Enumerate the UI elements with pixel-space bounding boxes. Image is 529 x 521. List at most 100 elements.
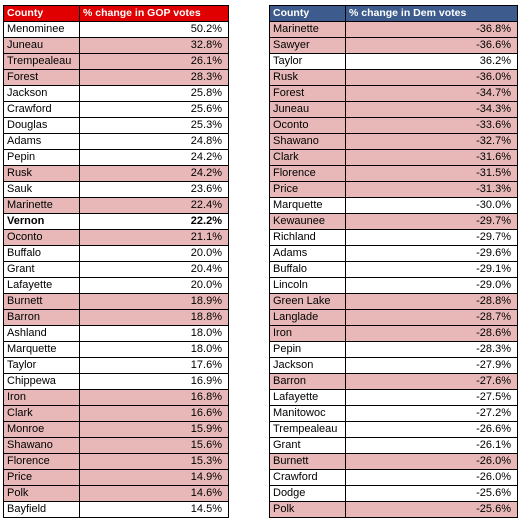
change-cell: -28.8%: [345, 293, 518, 310]
change-cell: -30.0%: [345, 197, 518, 214]
change-cell: 25.6%: [79, 101, 229, 118]
table-row: Manitowoc -27.2%: [269, 405, 518, 422]
county-cell: Clark: [3, 405, 80, 422]
county-cell: Shawano: [269, 133, 346, 150]
table-row: Clark -31.6%: [269, 149, 518, 166]
county-cell: Polk: [269, 501, 346, 518]
table-row: Burnett 18.9%: [3, 293, 229, 310]
change-cell: -26.1%: [345, 437, 518, 454]
table-row: Forest -34.7%: [269, 85, 518, 102]
county-cell: Sauk: [3, 181, 80, 198]
table-row: Lincoln -29.0%: [269, 277, 518, 294]
dem-table-body: Marinette -36.8% Sawyer -36.6% Taylor 36.2% Ru…: [269, 21, 518, 518]
county-cell: Douglas: [3, 117, 80, 134]
change-cell: 20.0%: [79, 277, 229, 294]
table-row: Marinette -36.8%: [269, 21, 518, 38]
change-cell: 18.9%: [79, 293, 229, 310]
county-cell: Marinette: [3, 197, 80, 214]
county-cell: Barron: [269, 373, 346, 390]
change-cell: 26.1%: [79, 53, 229, 70]
table-row: Iron -28.6%: [269, 325, 518, 342]
change-cell: -27.9%: [345, 357, 518, 374]
dem-change-header: % change in Dem votes: [345, 5, 518, 22]
table-row: Monroe 15.9%: [3, 421, 229, 438]
change-cell: 15.3%: [79, 453, 229, 470]
change-cell: -27.6%: [345, 373, 518, 390]
county-cell: Chippewa: [3, 373, 80, 390]
county-cell: Oconto: [269, 117, 346, 134]
change-cell: -31.3%: [345, 181, 518, 198]
change-cell: -32.7%: [345, 133, 518, 150]
county-cell: Trempealeau: [3, 53, 80, 70]
table-row: Shawano 15.6%: [3, 437, 229, 454]
table-row: Price -31.3%: [269, 181, 518, 198]
change-cell: 23.6%: [79, 181, 229, 198]
table-row: Adams 24.8%: [3, 133, 229, 150]
county-cell: Taylor: [3, 357, 80, 374]
change-cell: 24.2%: [79, 165, 229, 182]
table-row: Florence 15.3%: [3, 453, 229, 470]
table-row: Rusk 24.2%: [3, 165, 229, 182]
county-cell: Dodge: [269, 485, 346, 502]
county-cell: Monroe: [3, 421, 80, 438]
change-cell: -34.3%: [345, 101, 518, 118]
county-cell: Shawano: [3, 437, 80, 454]
table-row: Trempealeau -26.6%: [269, 421, 518, 438]
table-row: Marinette 22.4%: [3, 197, 229, 214]
table-row: Taylor 36.2%: [269, 53, 518, 70]
change-cell: -28.3%: [345, 341, 518, 358]
county-cell: Iron: [269, 325, 346, 342]
county-cell: Price: [3, 469, 80, 486]
table-row: Forest 28.3%: [3, 69, 229, 86]
table-row: Rusk -36.0%: [269, 69, 518, 86]
table-row: Iron 16.8%: [3, 389, 229, 406]
county-cell: Bayfield: [3, 501, 80, 518]
change-cell: 24.2%: [79, 149, 229, 166]
change-cell: -26.6%: [345, 421, 518, 438]
change-cell: 22.2%: [79, 213, 229, 230]
county-cell: Burnett: [269, 453, 346, 470]
table-row: Polk 14.6%: [3, 485, 229, 502]
change-cell: -26.0%: [345, 453, 518, 470]
county-cell: Richland: [269, 229, 346, 246]
table-row: Jackson -27.9%: [269, 357, 518, 374]
change-cell: 25.3%: [79, 117, 229, 134]
change-cell: 16.9%: [79, 373, 229, 390]
gop-table-header-row: County % change in GOP votes: [3, 5, 229, 22]
gop-table-body: Menominee 50.2% Juneau 32.8% Trempealeau 26.1…: [3, 21, 229, 518]
table-row: Kewaunee -29.7%: [269, 213, 518, 230]
table-row: Barron -27.6%: [269, 373, 518, 390]
change-cell: 18.8%: [79, 309, 229, 326]
change-cell: 17.6%: [79, 357, 229, 374]
dem-table-header-row: County % change in Dem votes: [269, 5, 518, 22]
county-cell: Jackson: [269, 357, 346, 374]
change-cell: -33.6%: [345, 117, 518, 134]
table-row: Douglas 25.3%: [3, 117, 229, 134]
county-cell: Florence: [3, 453, 80, 470]
table-row: Green Lake -28.8%: [269, 293, 518, 310]
change-cell: -28.7%: [345, 309, 518, 326]
change-cell: -27.2%: [345, 405, 518, 422]
change-cell: -31.5%: [345, 165, 518, 182]
change-cell: 16.6%: [79, 405, 229, 422]
change-cell: -25.6%: [345, 485, 518, 502]
table-row: Adams -29.6%: [269, 245, 518, 262]
gop-county-header: County: [3, 5, 80, 22]
county-cell: Buffalo: [3, 245, 80, 262]
change-cell: 14.6%: [79, 485, 229, 502]
change-cell: -31.6%: [345, 149, 518, 166]
county-cell: Barron: [3, 309, 80, 326]
change-cell: 21.1%: [79, 229, 229, 246]
county-cell: Iron: [3, 389, 80, 406]
county-cell: Menominee: [3, 21, 80, 38]
change-cell: 22.4%: [79, 197, 229, 214]
change-cell: -29.7%: [345, 229, 518, 246]
county-cell: Forest: [3, 69, 80, 86]
gop-change-table: County % change in GOP votes Menominee 50…: [3, 5, 229, 518]
table-row: Vernon 22.2%: [3, 213, 229, 230]
county-cell: Jackson: [3, 85, 80, 102]
change-cell: 50.2%: [79, 21, 229, 38]
dem-county-header: County: [269, 5, 346, 22]
change-cell: -34.7%: [345, 85, 518, 102]
table-row: Langlade -28.7%: [269, 309, 518, 326]
